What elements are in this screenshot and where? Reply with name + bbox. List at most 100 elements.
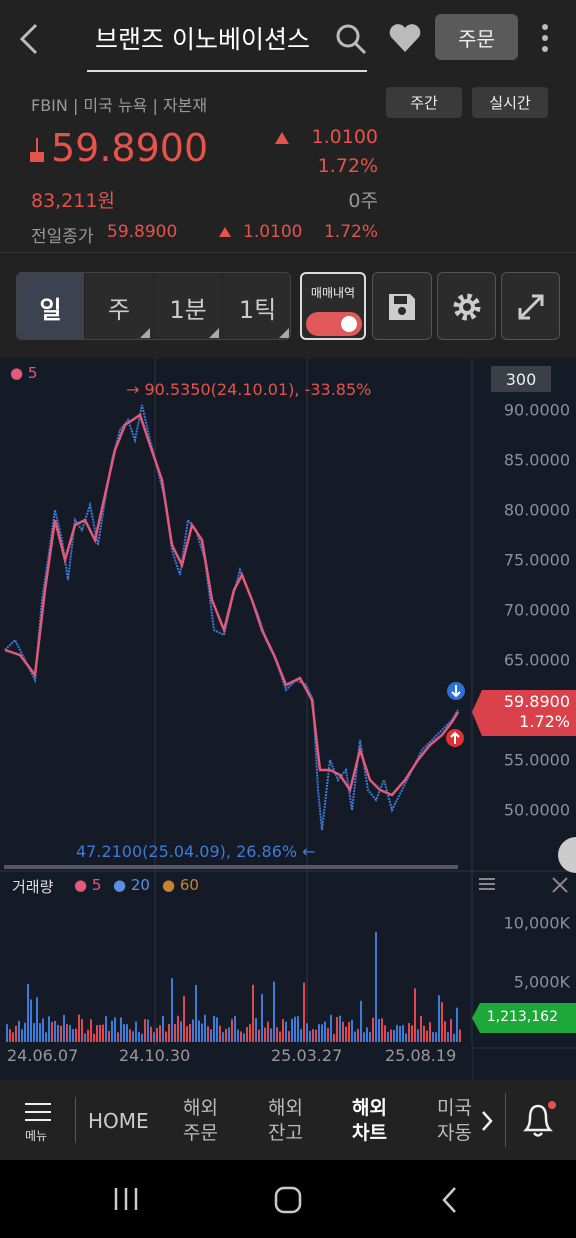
menu-icon[interactable] bbox=[25, 1102, 51, 1122]
volume-bar bbox=[273, 981, 275, 1042]
period-day[interactable]: 일 bbox=[17, 273, 85, 339]
volume-bar bbox=[150, 1026, 152, 1042]
volume-tick: 10,000K bbox=[503, 913, 570, 933]
period-tick[interactable]: 1틱 bbox=[223, 273, 290, 339]
volume-bar bbox=[114, 1017, 116, 1042]
volume-bar bbox=[246, 1027, 248, 1042]
bottom-nav bbox=[0, 1080, 576, 1160]
more-button[interactable] bbox=[538, 22, 552, 54]
last-price: 59.8900 bbox=[503, 692, 570, 711]
volume-bar bbox=[402, 1024, 404, 1042]
volume-bar bbox=[204, 1014, 206, 1042]
favorite-button[interactable] bbox=[388, 22, 422, 54]
trade-history-toggle[interactable]: 매매내역 bbox=[300, 272, 366, 340]
volume-bar bbox=[396, 1024, 398, 1042]
search-button[interactable] bbox=[334, 22, 368, 56]
volume-bar bbox=[48, 1016, 50, 1042]
volume-bar bbox=[432, 1032, 434, 1042]
volume-bar bbox=[282, 1019, 284, 1042]
price-tick: 75.0000 bbox=[503, 550, 570, 570]
volume-bar bbox=[441, 1001, 443, 1042]
volume-bar bbox=[210, 1029, 212, 1042]
volume-bar bbox=[423, 1025, 425, 1042]
volume-bar bbox=[171, 978, 173, 1042]
back-nav[interactable] bbox=[440, 1186, 458, 1214]
volume-bar bbox=[27, 983, 29, 1042]
volume-bar bbox=[336, 1017, 338, 1042]
volume-bar bbox=[231, 1019, 233, 1042]
nav-home[interactable]: HOME bbox=[88, 1109, 149, 1133]
volume-bar bbox=[279, 1031, 281, 1042]
volume-bar bbox=[54, 1020, 56, 1042]
nav-line: 해외 bbox=[183, 1097, 218, 1119]
volume-bar bbox=[312, 1029, 314, 1042]
volume-bar bbox=[219, 1025, 221, 1042]
volume-bar bbox=[75, 1028, 77, 1042]
nav-divider bbox=[505, 1093, 506, 1147]
volume-bar bbox=[84, 1033, 86, 1042]
last-price-pct: 1.72% bbox=[519, 712, 570, 731]
volume-bar bbox=[429, 1022, 431, 1042]
volume-bar bbox=[123, 1024, 125, 1042]
nav-item-active[interactable]: 해외 차트 bbox=[352, 1096, 387, 1146]
volume-bar bbox=[387, 1031, 389, 1042]
nav-next[interactable] bbox=[480, 1110, 494, 1132]
ticker-line: FBIN | 미국 뉴욕 | 자본재 bbox=[31, 96, 208, 115]
last-price-box bbox=[472, 690, 576, 736]
period-minute[interactable]: 1분 bbox=[154, 273, 223, 339]
volume-bar bbox=[207, 1026, 209, 1042]
volume-bar bbox=[255, 1017, 257, 1042]
menu-label[interactable]: 메뉴 bbox=[25, 1129, 48, 1143]
volume-bar bbox=[33, 1022, 35, 1042]
side-handle[interactable] bbox=[558, 837, 576, 873]
volume-ma: ● 5 bbox=[74, 876, 102, 894]
volume-bar bbox=[213, 1015, 215, 1042]
volume-bar bbox=[324, 1021, 326, 1042]
volume-bar bbox=[99, 1024, 101, 1042]
expand-button[interactable] bbox=[501, 272, 560, 340]
volume-bar bbox=[117, 1032, 119, 1042]
tab-realtime[interactable]: 실시간 bbox=[472, 87, 548, 118]
volume-bar bbox=[186, 1026, 188, 1042]
tab-weekly[interactable]: 주간 bbox=[386, 87, 462, 118]
volume-bar bbox=[63, 1014, 65, 1042]
count-box[interactable]: 300 bbox=[491, 366, 551, 392]
date-axis bbox=[0, 1045, 472, 1080]
volume-bar bbox=[222, 1032, 224, 1042]
price-tick: 85.0000 bbox=[503, 450, 570, 470]
recent-apps[interactable] bbox=[113, 1186, 139, 1212]
volume-bar bbox=[189, 1023, 191, 1042]
settings-button[interactable] bbox=[437, 272, 496, 340]
volume-bar bbox=[147, 1019, 149, 1042]
volume-bar bbox=[18, 1020, 20, 1042]
price-tick: 55.0000 bbox=[503, 750, 570, 770]
ma-legend: ● 5 bbox=[10, 364, 38, 382]
volume-bar bbox=[93, 1033, 95, 1042]
nav-item[interactable]: 미국 자동 bbox=[437, 1096, 472, 1146]
ma5-line bbox=[4, 413, 460, 797]
volume-bar bbox=[192, 1019, 194, 1042]
price-tick: 70.0000 bbox=[503, 600, 570, 620]
period-week[interactable]: 주 bbox=[85, 273, 154, 339]
back-button[interactable] bbox=[16, 22, 44, 56]
volume-bar bbox=[354, 1031, 356, 1042]
nav-item[interactable]: 해외 잔고 bbox=[268, 1096, 303, 1146]
volume-bar bbox=[129, 1029, 131, 1042]
volume-bar bbox=[243, 1033, 245, 1042]
order-button[interactable]: 주문 bbox=[435, 14, 518, 60]
high-label: → 90.5350(24.10.01), -33.85% bbox=[126, 380, 372, 399]
volume-bar bbox=[144, 1019, 146, 1042]
volume-bar bbox=[306, 1023, 308, 1042]
volume-bar bbox=[342, 1021, 344, 1042]
volume-bar bbox=[105, 1016, 107, 1042]
system-nav bbox=[0, 1160, 576, 1238]
notification-button[interactable] bbox=[520, 1098, 560, 1142]
volume-bar bbox=[195, 984, 197, 1042]
divider bbox=[0, 252, 576, 253]
home-button[interactable] bbox=[274, 1186, 302, 1214]
save-button[interactable] bbox=[372, 272, 432, 340]
date-label: 24.10.30 bbox=[119, 1046, 191, 1065]
volume-bar bbox=[444, 1021, 446, 1042]
nav-line: 주문 bbox=[183, 1122, 218, 1144]
